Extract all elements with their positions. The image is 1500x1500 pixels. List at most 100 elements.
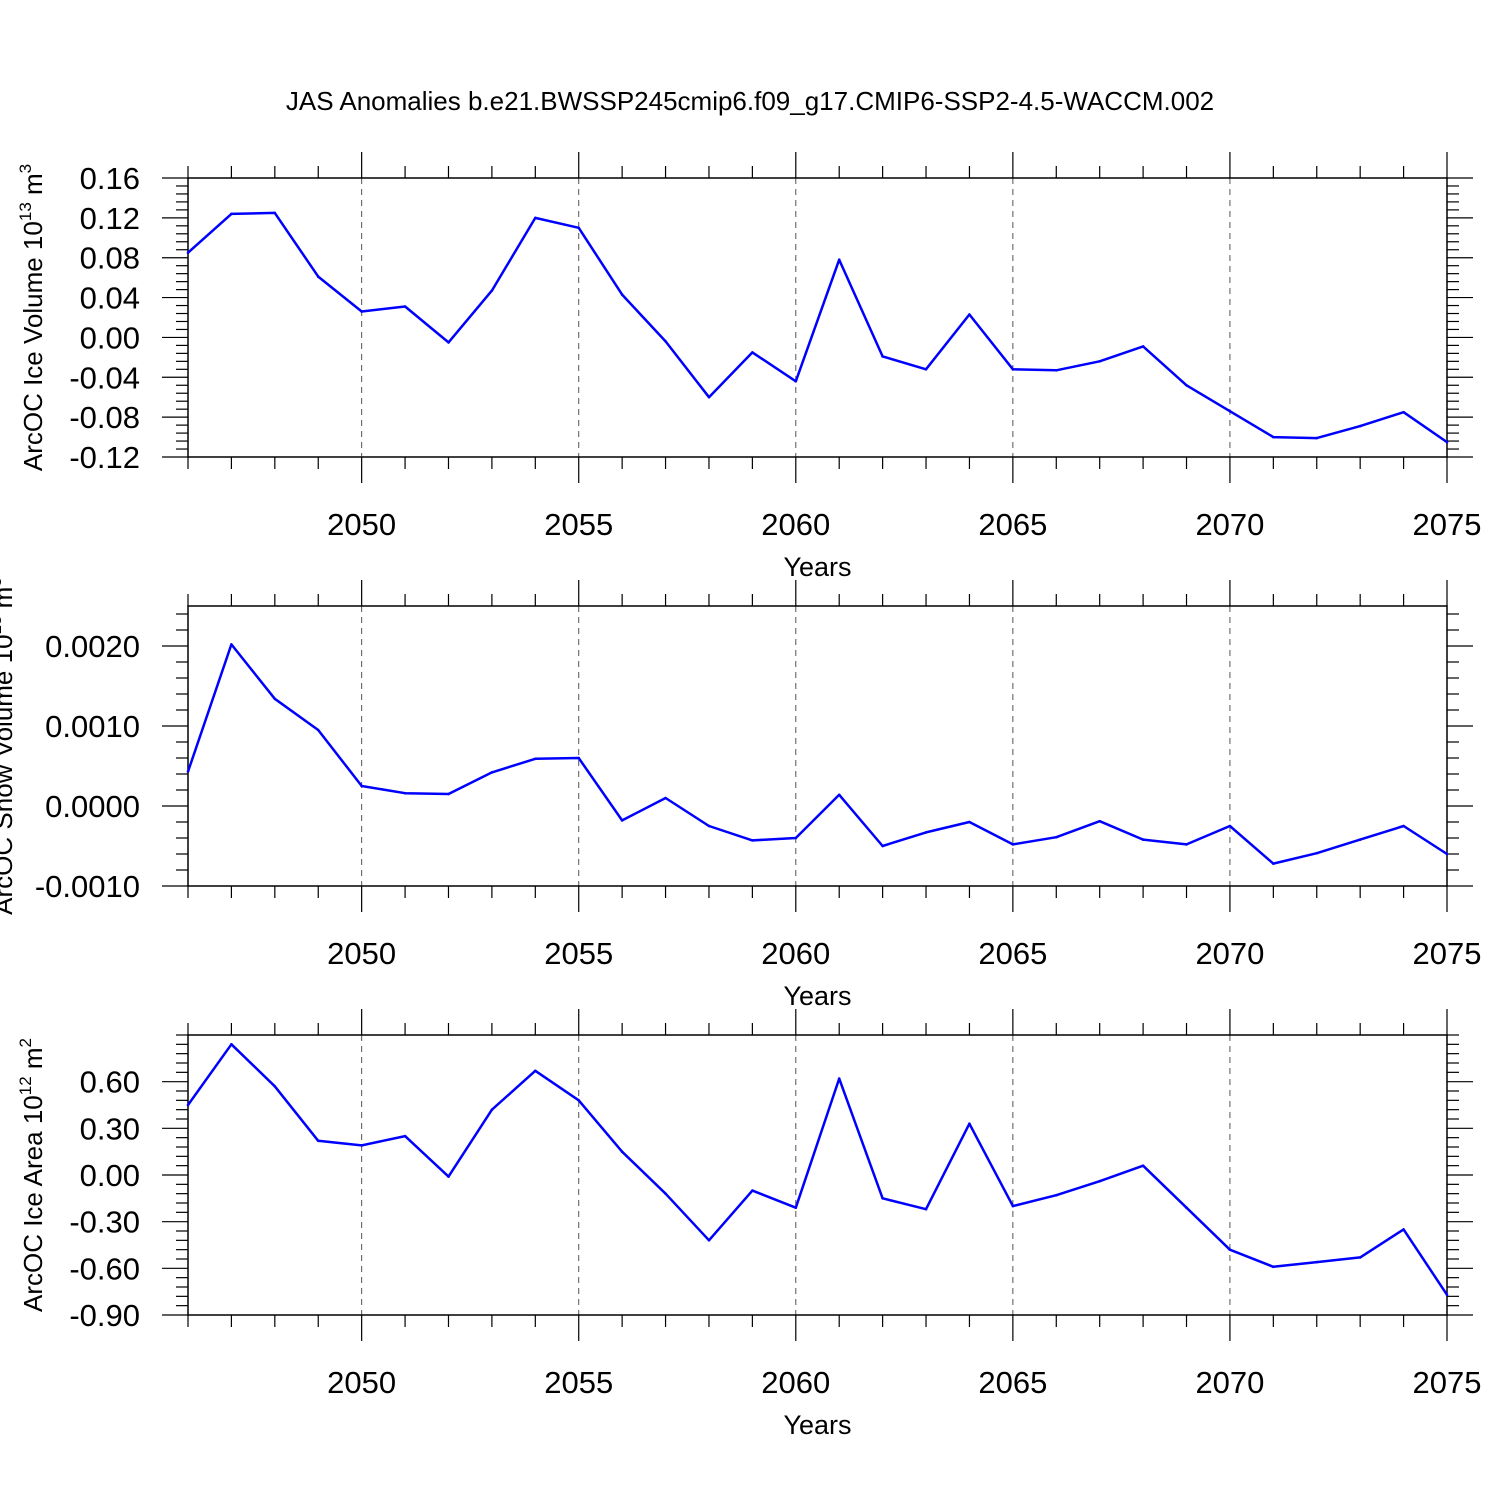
y-tick-label: 0.12 [80,201,140,236]
data-point [186,1103,190,1107]
y-tick-label: -0.04 [69,360,140,395]
series-line [186,1043,1449,1296]
data-point [924,831,928,834]
data-point [1445,1293,1449,1297]
y-axis-label: ArcOC Ice Area 1012 m2 [16,1038,48,1312]
data-point [1228,824,1232,828]
y-tick-label: -0.0010 [35,869,140,904]
data-point [360,1144,364,1147]
data-point [1141,838,1145,841]
data-point [577,1099,580,1102]
y-tick-label: 0.0010 [45,709,140,744]
data-point [1098,1179,1101,1183]
data-point [1358,838,1362,841]
x-tick-label: 2065 [978,936,1047,971]
data-point [1272,862,1275,865]
data-point [316,1139,320,1143]
data-point [360,784,364,788]
panel-1: -0.12 -0.08 -0.04 0.00 0.04 0.08 0.12 0.16 2050 2… [16,152,1481,582]
y-tick-label: -0.30 [69,1205,140,1240]
data-point [273,1085,277,1088]
data-point [1402,824,1405,828]
data-point [316,275,320,278]
data-point [664,340,667,343]
data-point [1445,852,1449,856]
data-point [230,212,233,216]
x-tick-label: 2070 [1195,936,1264,971]
plot-frame [187,605,1448,887]
data-point [1185,384,1188,387]
data-point [534,216,537,220]
y-axis-label-superscript: 2 [16,1038,35,1047]
data-point [577,226,580,230]
y-axis-label-superscript: 13 [16,202,35,221]
data-point [1011,1204,1015,1208]
y-tick-label: 0.04 [80,281,140,316]
data-point [273,211,277,215]
y-tick-label: -0.12 [69,440,140,475]
plot-frame [187,1034,1448,1316]
data-point [490,771,494,774]
data-point [577,756,580,760]
y-axis-label: ArcOC Snow Volume 1013 m3 [0,577,18,915]
series-line [187,211,1448,444]
y-axis-label: ArcOC Ice Volume 1013 m3 [16,164,48,471]
x-tick-label: 2050 [327,1365,396,1400]
series-arcoc-ice-area [186,1043,1449,1297]
x-axis-label: Years [783,981,851,1011]
y-axis-label-text: ArcOC Snow Volume 10 [0,634,18,914]
data-point [881,844,884,848]
y-axis-label-superscript: 3 [0,577,5,586]
data-point [186,251,190,254]
data-point [403,305,407,308]
panel-2: -0.0010 0.0000 0.0010 0.0020 2050 2055 2060 206… [0,577,1481,1011]
x-tick-label: 2065 [978,507,1047,542]
data-point [1055,835,1058,839]
y-axis-label-superscript: 13 [0,616,5,635]
y-tick-label: 0.0020 [45,629,140,664]
x-tick-label: 2075 [1413,507,1482,542]
data-point [794,836,798,840]
data-point [620,819,624,822]
data-point [881,1197,884,1200]
y-tick-label: 0.16 [80,161,140,196]
y-axis-label-superscript: 12 [16,1076,35,1095]
y-tick-label: 0.0000 [45,789,140,824]
data-point [968,820,971,824]
data-point [1185,1206,1188,1209]
data-point [447,341,450,344]
data-point [1011,843,1015,846]
data-point [664,796,667,800]
y-tick-label: 0.08 [80,241,140,276]
data-point [1402,410,1405,414]
data-point [403,791,407,795]
data-point [360,310,364,313]
x-tick-label: 2050 [327,936,396,971]
x-tick-label: 2055 [544,507,613,542]
plot-frame [187,177,1448,458]
data-point [707,1239,711,1242]
data-point [447,792,450,796]
data-point [490,1108,494,1111]
y-tick-label: -0.90 [69,1298,140,1333]
data-point [230,1043,233,1046]
data-point [837,793,841,797]
data-point [664,1192,667,1195]
x-tick-label: 2060 [761,507,830,542]
data-point [1055,1193,1058,1197]
x-tick-label: 2070 [1195,1365,1264,1400]
data-point [837,258,841,262]
data-point [924,1207,928,1211]
data-point [186,770,190,773]
data-point [1358,424,1362,428]
data-point [1272,435,1275,439]
x-tick-label: 2075 [1413,936,1482,971]
data-point [447,1175,450,1178]
data-point [1098,360,1101,363]
x-tick-label: 2065 [978,1365,1047,1400]
x-tick-label: 2070 [1195,507,1264,542]
y-tick-label: 0.60 [80,1065,140,1100]
series-arcoc-snow-volume [186,643,1449,865]
data-point [794,1206,798,1209]
panels: -0.12 -0.08 -0.04 0.00 0.04 0.08 0.12 0.16 2050 2… [0,152,1481,1440]
